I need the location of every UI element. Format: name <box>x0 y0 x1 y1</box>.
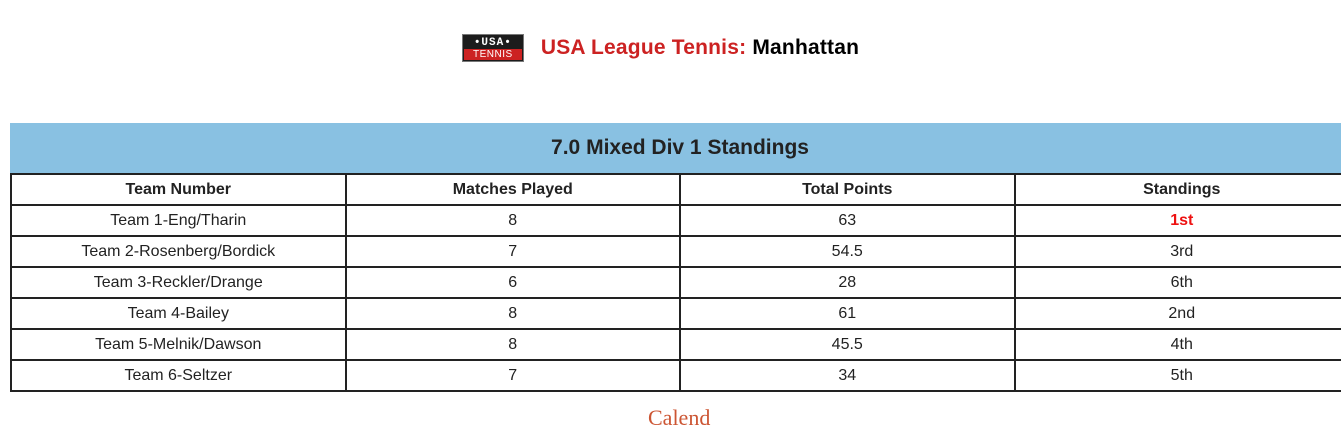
team-name-cell: Team 1-Eng/Tharin <box>11 205 346 236</box>
standing-cell: 4th <box>1015 329 1341 360</box>
standing-cell: 3rd <box>1015 236 1341 267</box>
table-header-row: Team Number Matches Played Total Points … <box>11 174 1341 205</box>
table-row: Team 6-Seltzer 7 34 5th <box>11 360 1341 391</box>
column-header-matches-played: Matches Played <box>346 174 681 205</box>
standing-cell: 6th <box>1015 267 1341 298</box>
standing-cell: 5th <box>1015 360 1341 391</box>
standings-title: 7.0 Mixed Div 1 Standings <box>10 123 1341 173</box>
standings-section: 7.0 Mixed Div 1 Standings Team Number Ma… <box>10 123 1341 392</box>
team-name-cell: Team 5-Melnik/Dawson <box>11 329 346 360</box>
team-name-cell: Team 3-Reckler/Drange <box>11 267 346 298</box>
matches-played-cell: 8 <box>346 205 681 236</box>
table-row: Team 3-Reckler/Drange 6 28 6th <box>11 267 1341 298</box>
table-row: Team 1-Eng/Tharin 8 63 1st <box>11 205 1341 236</box>
standing-cell: 1st <box>1015 205 1341 236</box>
total-points-cell: 34 <box>680 360 1015 391</box>
total-points-cell: 63 <box>680 205 1015 236</box>
matches-played-cell: 8 <box>346 329 681 360</box>
calendar-link[interactable]: Calend <box>648 405 710 431</box>
team-name-cell: Team 2-Rosenberg/Bordick <box>11 236 346 267</box>
table-row: Team 4-Bailey 8 61 2nd <box>11 298 1341 329</box>
total-points-cell: 28 <box>680 267 1015 298</box>
total-points-cell: 54.5 <box>680 236 1015 267</box>
column-header-total-points: Total Points <box>680 174 1015 205</box>
team-name-cell: Team 4-Bailey <box>11 298 346 329</box>
matches-played-cell: 8 <box>346 298 681 329</box>
total-points-cell: 61 <box>680 298 1015 329</box>
page-title: USA League Tennis: Manhattan <box>541 36 859 60</box>
usa-tennis-logo[interactable]: •USA• TENNIS <box>462 34 524 62</box>
table-row: Team 2-Rosenberg/Bordick 7 54.5 3rd <box>11 236 1341 267</box>
standings-table: Team Number Matches Played Total Points … <box>10 173 1341 392</box>
standing-cell: 2nd <box>1015 298 1341 329</box>
matches-played-cell: 7 <box>346 360 681 391</box>
logo-usa-text: •USA• <box>474 37 512 49</box>
matches-played-cell: 7 <box>346 236 681 267</box>
logo-tennis-text: TENNIS <box>464 49 522 60</box>
page-header: •USA• TENNIS USA League Tennis: Manhatta… <box>0 34 1341 62</box>
column-header-standings: Standings <box>1015 174 1341 205</box>
team-name-cell: Team 6-Seltzer <box>11 360 346 391</box>
title-prefix: USA League Tennis: <box>541 36 746 59</box>
total-points-cell: 45.5 <box>680 329 1015 360</box>
column-header-team-number: Team Number <box>11 174 346 205</box>
matches-played-cell: 6 <box>346 267 681 298</box>
title-city: Manhattan <box>752 36 859 59</box>
table-row: Team 5-Melnik/Dawson 8 45.5 4th <box>11 329 1341 360</box>
